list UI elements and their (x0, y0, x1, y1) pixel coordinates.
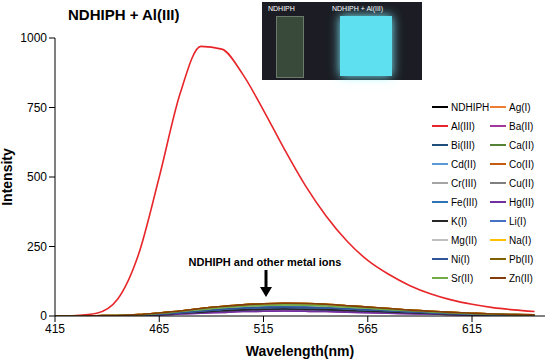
svg-text:565: 565 (358, 322, 378, 336)
svg-text:515: 515 (253, 322, 273, 336)
html-text:Na(I): Na(I) (509, 234, 532, 246)
html-text:NDHIPH + Al(III): NDHIPH + Al(III) (332, 5, 384, 12)
svg-text:465: 465 (149, 322, 169, 336)
svg-text:1000: 1000 (20, 31, 47, 45)
svg-text:Intensity: Intensity (0, 148, 15, 206)
html-text:NDHIPH: NDHIPH (451, 101, 490, 113)
html-text:Zn(II): Zn(II) (509, 272, 533, 284)
html-text:NDHIPH and other metal ions: NDHIPH and other metal ions (188, 256, 342, 268)
html-text:Hg(II): Hg(II) (509, 196, 534, 208)
html-text:Ca(II): Ca(II) (509, 139, 534, 151)
html-text:Cd(II): Cd(II) (451, 158, 476, 170)
html-text:Li(I): Li(I) (509, 215, 527, 227)
html-text:Cu(II): Cu(II) (509, 177, 534, 189)
html-text:Fe(III): Fe(III) (451, 196, 478, 208)
html-text:Pb(II): Pb(II) (509, 253, 534, 265)
svg-text:500: 500 (27, 170, 47, 184)
svg-text:0: 0 (40, 309, 47, 323)
html-text:Ba(II): Ba(II) (509, 120, 534, 132)
html-text:Bi(III): Bi(III) (451, 139, 475, 151)
html-text:Mg(II): Mg(II) (451, 234, 478, 246)
svg-text:750: 750 (27, 101, 47, 115)
html-text:Ag(I): Ag(I) (509, 101, 531, 113)
html-text:Sr(II): Sr(II) (451, 272, 474, 284)
svg-text:250: 250 (27, 240, 47, 254)
svg-text:415: 415 (45, 322, 65, 336)
html-text:K(I): K(I) (451, 215, 468, 227)
html-text:NDHIPH + Al(III): NDHIPH + Al(III) (68, 6, 180, 23)
html-text:NDHIPH: NDHIPH (268, 5, 295, 12)
html-text:Ni(I): Ni(I) (451, 253, 470, 265)
svg-text:615: 615 (462, 322, 482, 336)
svg-text:Wavelength(nm): Wavelength(nm) (246, 343, 354, 359)
html-text:Al(III): Al(III) (451, 120, 475, 132)
html-text:Cr(III): Cr(III) (451, 177, 477, 189)
html-text:Co(II): Co(II) (509, 158, 534, 170)
